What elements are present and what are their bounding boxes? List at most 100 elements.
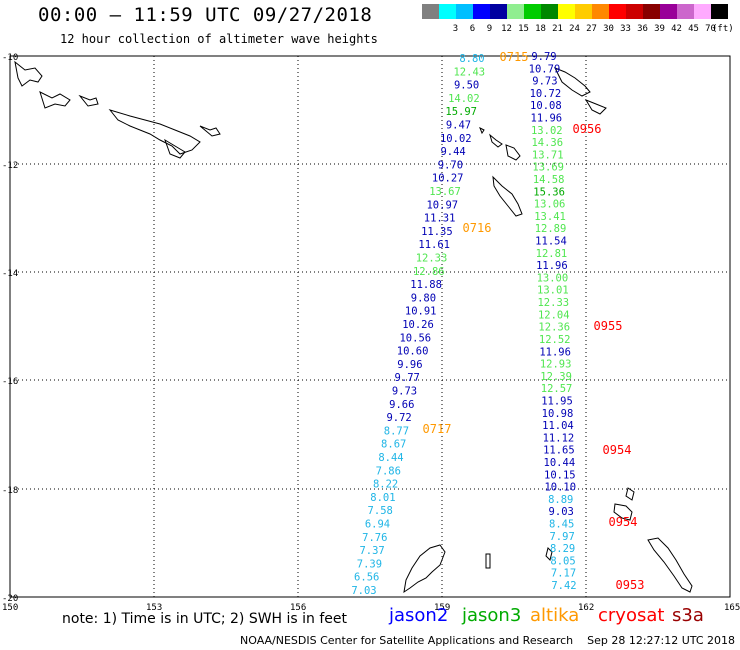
wave-height-west: 9.96 [397,359,422,371]
scale-swatch [422,4,439,19]
scale-swatch [643,4,660,19]
pass-time-label: 0715 [500,50,529,64]
wave-height-west: 9.70 [438,159,463,171]
scale-label: 33 [620,24,631,34]
scale-swatch [439,4,456,19]
pass-time-label: 0954 [603,443,632,457]
wave-height-west: 10.26 [402,319,434,331]
wave-height-west: 9.73 [392,386,417,398]
wave-height-east: 8.45 [549,518,574,530]
scale-label: 18 [535,24,546,34]
wave-height-east: 9.79 [531,51,556,63]
wave-height-west: 11.31 [424,213,456,225]
wave-height-east: 12.39 [540,371,572,383]
wave-height-west: 8.01 [370,492,395,504]
scale-swatch [711,4,728,19]
wave-height-east: 13.71 [532,149,564,161]
wave-height-east: 9.03 [549,506,574,518]
wave-height-west: 6.56 [354,572,379,584]
wave-height-east: 13.69 [532,162,564,174]
scale-swatch [626,4,643,19]
wave-height-east: 12.52 [539,334,571,346]
wave-height-east: 10.08 [530,100,562,112]
wave-height-west: 10.02 [440,133,472,145]
wave-height-west: 7.76 [362,532,387,544]
wave-height-east: 13.01 [537,285,569,297]
wave-height-east: 13.41 [534,211,566,223]
wave-height-east: 10.10 [544,482,576,494]
wave-height-west: 11.61 [418,239,450,251]
wave-height-east: 11.96 [536,260,568,272]
wave-height-west: 15.97 [445,106,477,118]
wave-height-west: 13.67 [429,186,461,198]
wave-height-east: 11.65 [543,445,575,457]
wave-height-west: 9.47 [446,120,471,132]
wave-height-east: 13.02 [531,125,563,137]
scale-label: 42 [671,24,682,34]
wave-height-west: 9.44 [440,146,465,158]
wave-height-east: 10.98 [542,408,574,420]
scale-label: 21 [552,24,563,34]
wave-height-east: 11.12 [543,432,575,444]
wave-height-east: 13.06 [534,199,566,211]
wave-height-west: 7.58 [368,505,393,517]
coastline [553,67,591,97]
coastline [39,91,71,109]
wave-height-east: 12.36 [538,322,570,334]
scale-label: 39 [654,24,665,34]
lon-label: 165 [724,603,740,613]
legend-jason3: jason3 [462,605,522,626]
lon-label: 159 [434,603,450,613]
wave-height-east: 8.89 [548,494,573,506]
coastline [505,144,521,161]
scale-label: 3 [452,24,459,34]
wave-height-west: 9.72 [386,412,411,424]
wave-height-east: 10.15 [544,469,576,481]
pass-time-label: 0955 [594,319,623,333]
wave-height-west: 11.88 [410,279,442,291]
wave-height-east: 7.42 [551,580,576,592]
wave-height-east: 9.73 [532,76,557,88]
scale-swatch [575,4,592,19]
wave-height-east: 12.81 [536,248,568,260]
coastline [485,553,491,569]
scale-swatch [609,4,626,19]
wave-height-west: 10.27 [432,173,464,185]
wave-height-west: 10.56 [399,332,431,344]
coastline [492,175,523,217]
wave-height-west: 10.60 [397,346,429,358]
wave-height-west: 11.35 [421,226,453,238]
lat-label: -20 [2,594,18,604]
wave-height-east: 12.57 [541,383,573,395]
wave-height-west: 8.67 [381,439,406,451]
lon-label: 150 [2,603,18,613]
wave-height-west: 9.77 [395,372,420,384]
wave-height-west: 9.66 [389,399,414,411]
lon-label: 162 [578,603,594,613]
wave-height-east: 14.36 [531,137,563,149]
scale-label: 30 [603,24,614,34]
scale-swatch [507,4,524,19]
wave-height-west: 12.33 [416,253,448,265]
legend-s3a: s3a [672,605,704,626]
scale-swatch [473,4,490,19]
map-frame [9,55,731,598]
scale-label: 24 [569,24,580,34]
credit-line: NOAA/NESDIS Center for Satellite Applica… [240,634,736,647]
pass-time-label: 0954 [609,515,638,529]
footnote: note: 1) Time is in UTC; 2) SWH is in fe… [62,611,348,627]
scale-swatch [456,4,473,19]
coastline [14,60,43,87]
wave-height-east: 11.54 [535,236,567,248]
lat-label: -12 [2,161,18,171]
scale-swatch [490,4,507,19]
pass-time-label: 0717 [423,422,452,436]
scale-unit-label: (ft) [712,24,734,34]
lon-label: 156 [290,603,306,613]
wave-height-west: 10.97 [426,199,458,211]
wave-height-east: 10.79 [529,63,561,75]
wave-height-east: 14.58 [533,174,565,186]
wave-height-west: 7.86 [376,465,401,477]
wave-height-west: 7.03 [351,585,376,597]
scale-label: 15 [518,24,529,34]
